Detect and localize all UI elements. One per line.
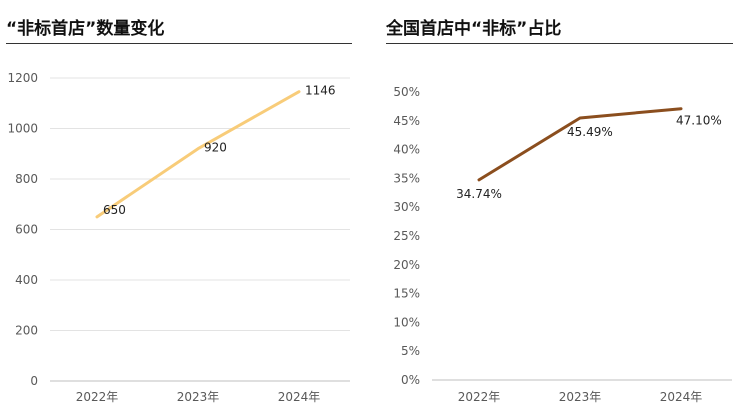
x-tick-label: 2024年: [660, 390, 703, 404]
data-label: 47.10%: [676, 114, 722, 128]
x-tick-label: 2024年: [278, 390, 321, 404]
x-tick-label: 2023年: [177, 390, 220, 404]
title-underline: [6, 43, 352, 44]
x-tick-label: 2022年: [458, 390, 501, 404]
series-line: [95, 90, 301, 219]
data-label: 34.74%: [456, 187, 502, 201]
y-tick-label: 800: [15, 172, 38, 186]
y-tick-label: 5%: [401, 344, 420, 358]
y-tick-label: 0%: [401, 373, 420, 387]
series-line: [477, 107, 683, 182]
chart-panel-nonstandard-count: “非标首店”数量变化 0 200 400 600 800 1000 1200 2022年 202…: [0, 0, 360, 412]
y-tick-label: 0: [30, 374, 38, 388]
data-label: 650: [103, 203, 126, 217]
chart-title-nonstandard-share: 全国首店中“非标”占比: [386, 19, 562, 39]
data-label: 1146: [305, 84, 336, 98]
line-chart-nonstandard-count: 0 200 400 600 800 1000 1200 2022年 2023年 2024年 650 9…: [7, 71, 350, 404]
line-chart-nonstandard-share: 0% 5% 10% 15% 20% 25% 30% 35% 40% 45% 50% 2022年 2023…: [393, 85, 732, 404]
y-tick-label: 10%: [393, 315, 420, 329]
y-tick-label: 20%: [393, 258, 420, 272]
y-tick-label: 50%: [393, 85, 420, 99]
chart-panel-nonstandard-share: 全国首店中“非标”占比 0% 5% 10% 15% 20% 25% 30% 35% 40% 45%…: [380, 0, 741, 412]
x-tick-label: 2022年: [76, 390, 119, 404]
y-tick-label: 40%: [393, 143, 420, 157]
chart-title-nonstandard-count: “非标首店”数量变化: [6, 19, 165, 39]
y-tick-label: 15%: [393, 287, 420, 301]
y-tick-label: 200: [15, 324, 38, 338]
x-tick-label: 2023年: [559, 390, 602, 404]
y-tick-label: 1200: [7, 71, 38, 85]
y-tick-label: 45%: [393, 114, 420, 128]
title-underline: [386, 43, 733, 44]
y-tick-label: 25%: [393, 229, 420, 243]
y-tick-label: 1000: [7, 122, 38, 136]
y-tick-label: 400: [15, 273, 38, 287]
y-tick-label: 600: [15, 223, 38, 237]
data-label: 920: [204, 141, 227, 155]
y-tick-label: 30%: [393, 200, 420, 214]
data-label: 45.49%: [567, 125, 613, 139]
y-tick-label: 35%: [393, 171, 420, 185]
